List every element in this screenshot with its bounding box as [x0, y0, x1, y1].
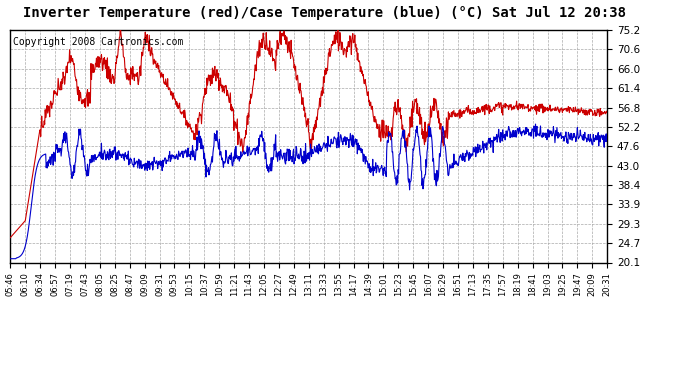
- Text: Inverter Temperature (red)/Case Temperature (blue) (°C) Sat Jul 12 20:38: Inverter Temperature (red)/Case Temperat…: [23, 6, 626, 20]
- Text: Copyright 2008 Cartronics.com: Copyright 2008 Cartronics.com: [13, 37, 184, 47]
